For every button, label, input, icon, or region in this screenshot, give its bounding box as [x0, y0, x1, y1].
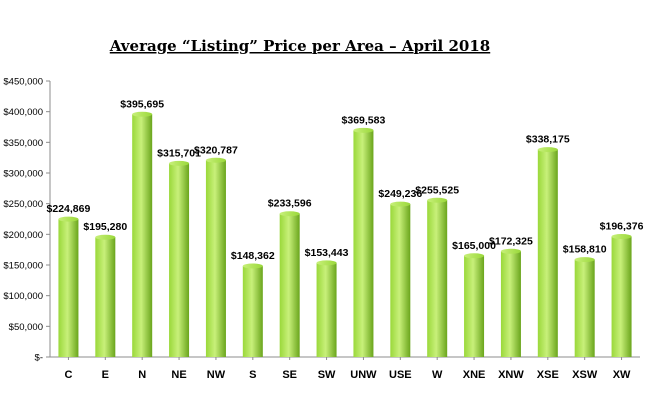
y-tick-label: $250,000 [3, 199, 43, 210]
data-label: $320,787 [194, 144, 238, 156]
x-tick-label: SE [282, 369, 297, 381]
bar-xw [611, 236, 632, 357]
data-label: $158,810 [563, 244, 607, 256]
bar-cap-xne [464, 253, 485, 259]
bar-xsw [574, 259, 595, 357]
data-label: $315,701 [157, 147, 201, 159]
data-label: $249,236 [378, 188, 422, 200]
y-tick-label: $- [35, 353, 43, 364]
x-tick-label: XSW [572, 369, 598, 381]
data-label: $165,000 [452, 240, 496, 252]
data-label: $369,583 [342, 114, 386, 126]
bar-cap-e [95, 234, 116, 240]
y-tick-label: $100,000 [3, 291, 43, 302]
data-label: $338,175 [526, 134, 570, 146]
data-label: $233,596 [268, 198, 312, 210]
bar-xse [537, 149, 558, 357]
bar-cap-nw [205, 157, 226, 163]
bar-cap-sw [316, 260, 337, 266]
y-tick-label: $300,000 [3, 169, 43, 180]
x-tick-label: UNW [350, 369, 377, 381]
x-tick-label: NW [207, 369, 226, 381]
bars [58, 111, 632, 357]
bar-cap-w [427, 197, 448, 203]
bar-xnw [500, 251, 521, 357]
bar-w [427, 200, 448, 357]
y-tick-label: $150,000 [3, 261, 43, 272]
data-label: $395,695 [120, 98, 164, 110]
bar-n [132, 114, 153, 357]
bar-unw [353, 130, 374, 357]
bar-ne [169, 163, 190, 357]
data-labels: C $224,869 E $195,280 N $395,695 NE $315,701 NW $… [47, 98, 644, 381]
bar-cap-c [58, 216, 79, 222]
chart-title: Average “Listing” Price per Area – April… [109, 37, 490, 55]
data-label: $255,525 [415, 184, 459, 196]
bar-cap-n [132, 111, 153, 117]
data-label: $172,325 [489, 235, 533, 247]
data-label: $195,280 [83, 221, 127, 233]
x-tick-label: XSE [537, 369, 559, 381]
data-label: $148,362 [231, 250, 275, 262]
bar-use [390, 204, 411, 357]
bar-e [95, 237, 116, 357]
y-tick-label: $200,000 [3, 230, 43, 241]
y-tick-label: $450,000 [3, 77, 43, 88]
bar-cap-ne [169, 160, 190, 166]
y-tick-label: $50,000 [9, 322, 43, 333]
data-label: $224,869 [47, 203, 91, 215]
bar-cap-use [390, 201, 411, 207]
bar-cap-xsw [574, 257, 595, 263]
x-tick-label: S [249, 369, 256, 381]
data-label: $153,443 [305, 247, 349, 259]
y-tick-label: $350,000 [3, 138, 43, 149]
bar-cap-xnw [500, 248, 521, 254]
x-tick-label: XW [613, 369, 631, 381]
x-tick-label: USE [389, 369, 412, 381]
x-tick-label: N [138, 369, 146, 381]
bar-se [279, 213, 300, 357]
bar-cap-xse [537, 147, 558, 153]
bar-s [242, 266, 263, 357]
x-tick-label: XNW [498, 369, 524, 381]
bar-cap-se [279, 211, 300, 217]
x-tick-label: XNE [463, 369, 486, 381]
x-tick-label: W [432, 369, 443, 381]
bar-cap-s [242, 263, 263, 269]
bar-cap-unw [353, 127, 374, 133]
bar-xne [464, 255, 485, 357]
x-tick-label: SW [318, 369, 336, 381]
x-tick-label: E [102, 369, 109, 381]
x-tick-label: NE [171, 369, 186, 381]
y-tick-label: $400,000 [3, 107, 43, 118]
data-label: $196,376 [600, 221, 644, 233]
bar-sw [316, 262, 337, 357]
x-tick-label: C [64, 369, 72, 381]
bar-nw [205, 160, 226, 357]
bar-c [58, 219, 79, 357]
bar-cap-xw [611, 234, 632, 240]
